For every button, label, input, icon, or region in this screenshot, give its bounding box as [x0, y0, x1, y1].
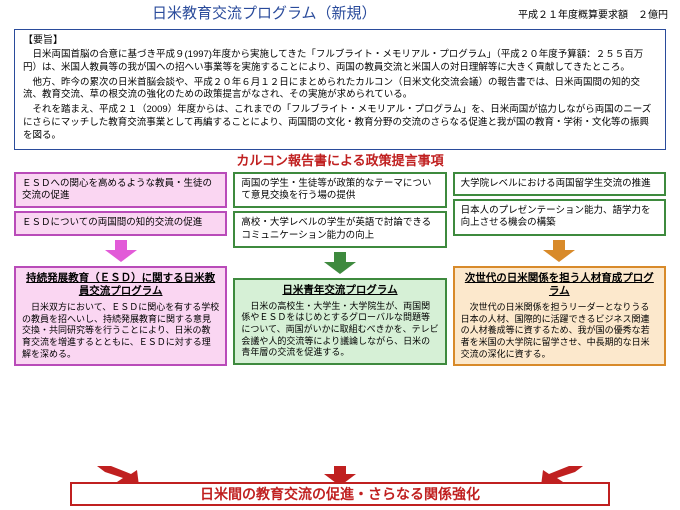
- col3-prog-body: 次世代の日米関係を担うリーダーとなりうる日本の人材、国際的に活躍できるビジネス関…: [461, 302, 658, 360]
- col3-box1: 大学院レベルにおける両国留学生交流の推進: [453, 172, 666, 196]
- summary-box: 【要旨】 日米両国首脳の合意に基づき平成９(1997)年度から実施してきた「フル…: [14, 29, 666, 150]
- col1-box2: ＥＳＤについての両国間の知的交流の促進: [14, 211, 227, 235]
- col2-prog-title: 日米青年交流プログラム: [241, 284, 438, 298]
- col1-prog-body: 日米双方において、ＥＳＤに関心を有する学校の教員を招へいし、持続発展教育に関する…: [22, 302, 219, 360]
- col3-box2: 日本人のプレゼンテーション能力、語学力を向上させる機会の構築: [453, 199, 666, 236]
- col1-program: 持続発展教育（ＥＳＤ）に関する日米教員交流プログラム 日米双方において、ＥＳＤに…: [14, 266, 227, 367]
- policy-title: カルコン報告書による政策提言事項: [0, 153, 680, 170]
- col2-box1: 両国の学生・生徒等が政策的なテーマについて意見交換を行う場の提供: [233, 172, 446, 209]
- col3-prog-title: 次世代の日米関係を担う人材育成プログラム: [461, 272, 658, 299]
- column-3: 大学院レベルにおける両国留学生交流の推進 日本人のプレゼンテーション能力、語学力…: [453, 172, 666, 367]
- col3-program: 次世代の日米関係を担う人材育成プログラム 次世代の日米関係を担うリーダーとなりう…: [453, 266, 666, 367]
- col1-box1: ＥＳＤへの関心を高めるような教員・生徒の交流の促進: [14, 172, 227, 209]
- col2-program: 日米青年交流プログラム 日米の高校生・大学生・大学院生が、両国関係やＥＳＤをはじ…: [233, 278, 446, 365]
- page-title: 日米教育交流プログラム（新規）: [152, 4, 377, 24]
- arrow-down-pink: [14, 240, 227, 262]
- column-2: 両国の学生・生徒等が政策的なテーマについて意見交換を行う場の提供 高校・大学レベ…: [233, 172, 446, 367]
- col2-prog-body: 日米の高校生・大学生・大学院生が、両国関係やＥＳＤをはじめとするグローバルな問題…: [241, 301, 438, 359]
- summary-label: 【要旨】: [23, 34, 657, 48]
- arrow-down-green: [233, 252, 446, 274]
- budget-text: 平成２１年度概算要求額 ２億円: [518, 9, 668, 22]
- summary-p1: 日米両国首脳の合意に基づき平成９(1997)年度から実施してきた「フルブライト・…: [23, 49, 657, 75]
- col2-box2: 高校・大学レベルの学生が英語で討論できるコミュニケーション能力の向上: [233, 211, 446, 248]
- columns: ＥＳＤへの関心を高めるような教員・生徒の交流の促進 ＥＳＤについての両国間の知的…: [0, 172, 680, 367]
- column-1: ＥＳＤへの関心を高めるような教員・生徒の交流の促進 ＥＳＤについての両国間の知的…: [14, 172, 227, 367]
- col1-prog-title: 持続発展教育（ＥＳＤ）に関する日米教員交流プログラム: [22, 272, 219, 299]
- header: 日米教育交流プログラム（新規） 平成２１年度概算要求額 ２億円: [0, 0, 680, 26]
- summary-p3: それを踏まえ、平成２１（2009）年度からは、これまでの「フルブライト・メモリア…: [23, 104, 657, 142]
- summary-p2: 他方、昨今の累次の日米首脳会談や、平成２０年６月１２日にまとめられたカルコン（日…: [23, 77, 657, 103]
- conclusion-box: 日米間の教育交流の促進・さらなる関係強化: [70, 482, 610, 506]
- arrow-down-orange: [453, 240, 666, 262]
